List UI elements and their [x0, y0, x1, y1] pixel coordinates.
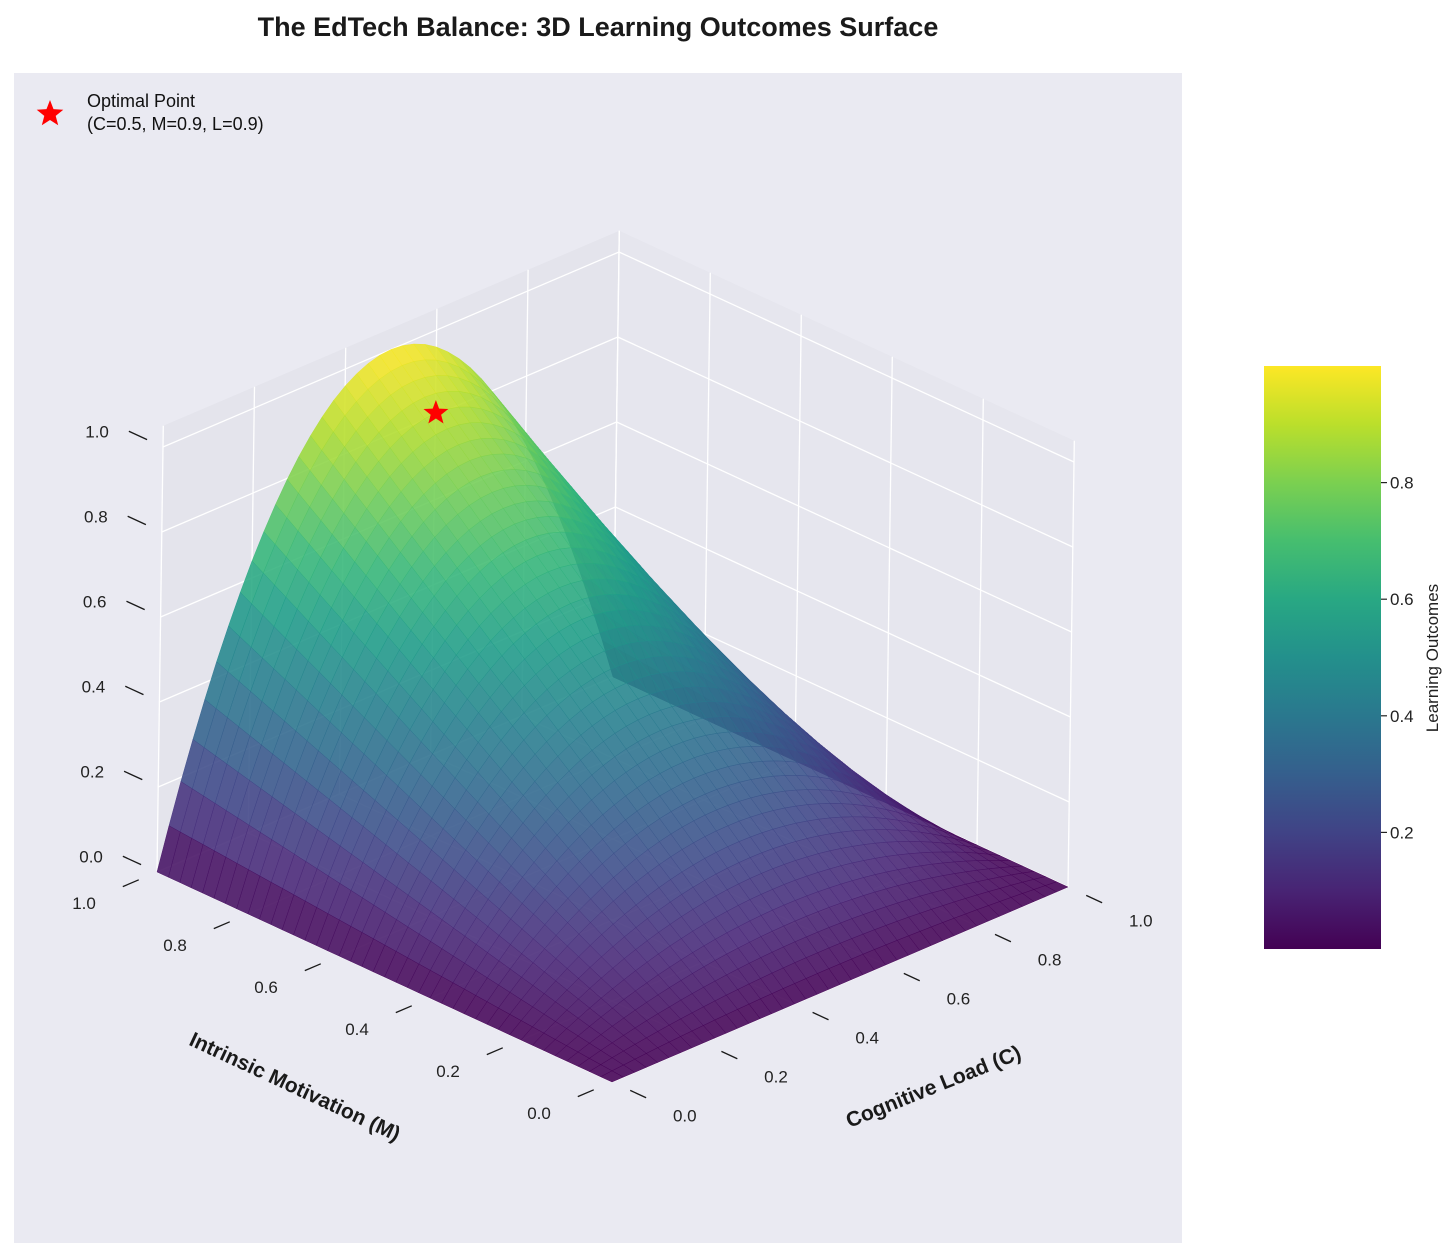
wall-grid-z	[616, 421, 1072, 633]
y-tick-label: 1.0	[72, 894, 96, 913]
wall-grid-m	[794, 314, 802, 762]
y-tick-mark	[122, 879, 140, 888]
x-tick-label: 0.0	[673, 1107, 697, 1126]
legend-star-icon	[36, 100, 64, 126]
colorbar-tick-label: 0.2	[1390, 823, 1414, 842]
z-tick-mark	[127, 515, 147, 526]
optimal-point-star	[423, 400, 449, 424]
y-tick-label: 0.8	[163, 936, 187, 955]
x-tick-label: 1.0	[1129, 912, 1153, 931]
y-tick-label: 0.0	[527, 1104, 551, 1123]
z-tick-label: 0.0	[79, 847, 103, 866]
z-tick-label: 0.8	[84, 507, 108, 526]
y-tick-mark	[213, 921, 231, 930]
z-tick-label: 0.4	[82, 677, 106, 696]
y-tick-label: 0.4	[345, 1020, 369, 1039]
y-tick-mark	[486, 1047, 504, 1056]
colorbar: 0.2 0.4 0.6 0.8 Learning Outcomes	[1264, 366, 1442, 949]
z-tick-mark	[126, 600, 145, 611]
wall-grid-z	[618, 251, 1075, 463]
x-tick-mark	[629, 1089, 647, 1099]
optimal-point-marker	[423, 400, 449, 424]
x-tick-label: 0.8	[1038, 951, 1062, 970]
wall-grid-c	[156, 425, 164, 873]
z-tick-label: 0.6	[83, 592, 107, 611]
surface-facet	[600, 1070, 624, 1083]
z-tick-mark	[128, 430, 148, 441]
wall-grid-z	[617, 336, 1074, 548]
x-tick-mark	[994, 933, 1012, 943]
learning-surface	[156, 343, 1069, 1083]
colorbar-tick-label: 0.4	[1390, 707, 1414, 726]
colorbar-tick-label: 0.6	[1390, 590, 1414, 609]
x-tick-label: 0.4	[855, 1029, 879, 1048]
y-tick-mark	[304, 963, 322, 972]
wall-grid-m	[1067, 440, 1075, 888]
colorbar-tick-label: 0.8	[1390, 474, 1414, 493]
wall-grid-m	[976, 398, 984, 846]
z-tick-mark	[123, 770, 143, 781]
x-tick-label: 0.2	[764, 1068, 788, 1087]
colorbar-body	[1264, 366, 1381, 949]
z-tick-label: 0.2	[80, 762, 104, 781]
legend-entry-line2: (C=0.5, M=0.9, L=0.9)	[87, 114, 264, 134]
wall-grid-m	[885, 356, 893, 804]
legend: Optimal Point (C=0.5, M=0.9, L=0.9)	[36, 91, 264, 134]
x-tick-mark	[903, 972, 920, 982]
colorbar-ticks: 0.2 0.4 0.6 0.8	[1381, 474, 1414, 842]
x-tick-mark	[812, 1011, 829, 1021]
y-tick-label: 0.2	[436, 1062, 460, 1081]
x-tick-mark	[721, 1050, 738, 1060]
y-tick-mark	[577, 1089, 595, 1098]
z-tick-mark	[125, 685, 144, 696]
z-tick-label: 1.0	[85, 422, 109, 441]
colorbar-label: Learning Outcomes	[1423, 584, 1442, 732]
y-tick-mark	[395, 1005, 413, 1014]
legend-entry-line1: Optimal Point	[87, 91, 195, 111]
z-tick-mark	[122, 855, 142, 866]
chart-title: The EdTech Balance: 3D Learning Outcomes…	[258, 12, 939, 42]
axis-ticks: 0.0 0.2 0.4 0.6 0.8 1.0 0.0 0.2 0.4 0.6 0.8 1.0 0.0 0…	[72, 422, 1152, 1125]
x-tick-label: 0.6	[947, 990, 971, 1009]
x-tick-mark	[1085, 894, 1103, 904]
wall-grid-z	[615, 506, 1071, 718]
y-tick-label: 0.6	[254, 978, 278, 997]
